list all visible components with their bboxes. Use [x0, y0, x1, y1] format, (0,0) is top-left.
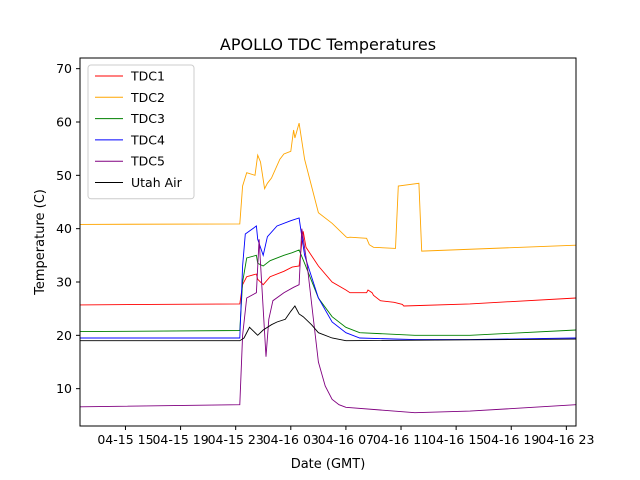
series-line-utah-air [80, 305, 577, 342]
x-tick-label: 04-16 19 [483, 432, 539, 447]
legend-label: Utah Air [131, 175, 183, 190]
series-line-tdc4 [80, 217, 577, 341]
y-tick-label: 10 [56, 381, 72, 396]
series-lines [79, 122, 577, 414]
x-tick-label: 04-15 15 [97, 432, 153, 447]
x-tick-label: 04-15 23 [208, 432, 264, 447]
legend-label: TDC4 [130, 132, 165, 147]
chart-title: APOLLO TDC Temperatures [220, 35, 436, 54]
x-tick-label: 04-16 03 [263, 432, 319, 447]
x-tick-label: 04-16 15 [428, 432, 484, 447]
x-tick-label: 04-16 11 [373, 432, 429, 447]
y-tick-label: 30 [56, 275, 72, 290]
y-axis-label: Temperature (C) [33, 189, 48, 296]
series-line-tdc3 [79, 249, 577, 336]
x-tick-label: 04-15 19 [152, 432, 208, 447]
y-tick-label: 70 [56, 61, 72, 76]
legend-label: TDC2 [130, 90, 165, 105]
y-tick-label: 40 [56, 221, 72, 236]
series-line-tdc2 [79, 122, 577, 252]
y-tick-label: 20 [56, 328, 72, 343]
legend: TDC1 TDC2 TDC3 TDC4 TDC5 Utah Air [87, 64, 195, 200]
legend-box [87, 64, 195, 200]
legend-label: TDC5 [130, 154, 165, 169]
y-tick-label: 50 [56, 168, 72, 183]
y-tick-label: 60 [56, 115, 72, 130]
legend-label: TDC1 [130, 69, 165, 84]
x-axis-label: Date (GMT) [291, 457, 366, 472]
x-tick-label: 04-16 23 [538, 432, 594, 447]
series-line-tdc1 [79, 231, 577, 307]
x-tick-label: 04-16 07 [318, 432, 374, 447]
y-axis-ticks: 10 20 30 40 50 60 70 [56, 61, 80, 396]
series-line-tdc5 [79, 228, 577, 414]
legend-label: TDC3 [130, 111, 165, 126]
plot-frame [79, 57, 577, 427]
